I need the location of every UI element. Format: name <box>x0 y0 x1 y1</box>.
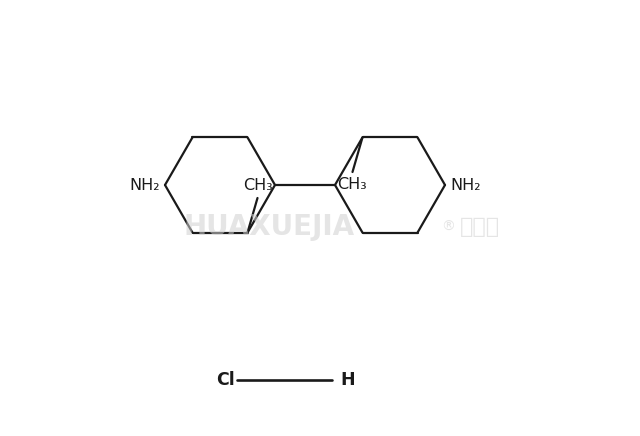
Text: CH₃: CH₃ <box>338 177 367 192</box>
Text: NH₂: NH₂ <box>129 177 160 193</box>
Text: CH₃: CH₃ <box>243 178 273 193</box>
Text: ®: ® <box>441 220 455 234</box>
Text: H: H <box>340 371 355 389</box>
Text: 化学加: 化学加 <box>460 217 500 237</box>
Text: NH₂: NH₂ <box>450 177 481 193</box>
Text: HUAXUEJIA: HUAXUEJIA <box>183 213 355 241</box>
Text: Cl: Cl <box>216 371 235 389</box>
